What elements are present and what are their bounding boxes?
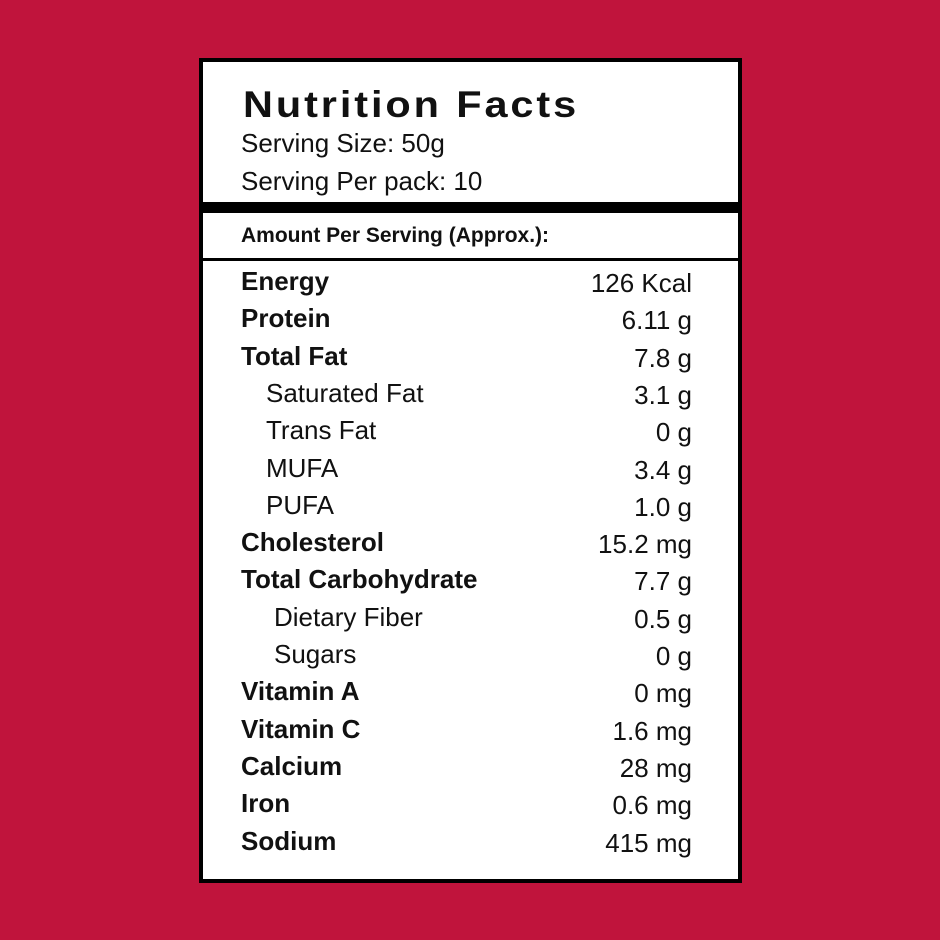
- nutrient-name: PUFA: [266, 489, 334, 520]
- nutrient-amount: 126 Kcal: [590, 268, 692, 298]
- servings-per-pack: Serving Per pack: 10: [241, 166, 483, 196]
- title: Nutrition Facts: [243, 84, 580, 125]
- nutrition-label: Nutrition Facts Serving Size: 50g Servin…: [199, 58, 742, 883]
- nutrient-name: Protein: [241, 303, 331, 334]
- nutrient-name: Vitamin A: [241, 676, 360, 707]
- nutrient-amount: 1.6 mg: [612, 715, 693, 746]
- subheader: Amount Per Serving (Approx.):: [241, 224, 550, 247]
- nutrient-name: Sugars: [274, 639, 357, 669]
- nutrient-amount: 0 g: [655, 641, 692, 671]
- nutrient-amount: 0 g: [655, 417, 692, 448]
- nutrient-amount: 0 mg: [634, 678, 692, 709]
- nutrient-name: Total Carbohydrate: [241, 564, 478, 595]
- nutrient-amount: 3.1 g: [634, 379, 692, 410]
- nutrient-amount: 0.6 mg: [612, 790, 693, 821]
- nutrient-name: Cholesterol: [241, 527, 385, 558]
- nutrient-name: Calcium: [241, 750, 343, 781]
- nutrient-amount: 0.5 g: [634, 603, 692, 634]
- serving-size: Serving Size: 50g: [241, 128, 445, 158]
- nutrient-amount: 7.8 g: [634, 342, 692, 373]
- nutrient-amount: 6.11 g: [621, 305, 692, 336]
- nutrient-amount: 1.0 g: [634, 491, 692, 522]
- nutrient-amount: 28 mg: [619, 752, 692, 783]
- divider: [203, 258, 738, 261]
- nutrient-amount: 415 mg: [605, 827, 692, 858]
- nutrient-name: Sodium: [241, 825, 337, 856]
- nutrient-name: Trans Fat: [266, 415, 377, 446]
- nutrient-name: Dietary Fiber: [274, 601, 423, 632]
- nutrient-amount: 7.7 g: [634, 566, 692, 597]
- nutrient-amount: 3.4 g: [634, 454, 692, 485]
- nutrient-amount: 15.2 mg: [598, 529, 692, 560]
- nutrient-name: Total Fat: [241, 340, 348, 371]
- thick-divider: [203, 202, 738, 213]
- nutrient-name: Energy: [241, 266, 330, 296]
- nutrient-name: Vitamin C: [241, 713, 361, 744]
- nutrient-name: MUFA: [266, 452, 339, 483]
- nutrient-name: Iron: [241, 788, 291, 819]
- nutrient-name: Saturated Fat: [266, 377, 424, 408]
